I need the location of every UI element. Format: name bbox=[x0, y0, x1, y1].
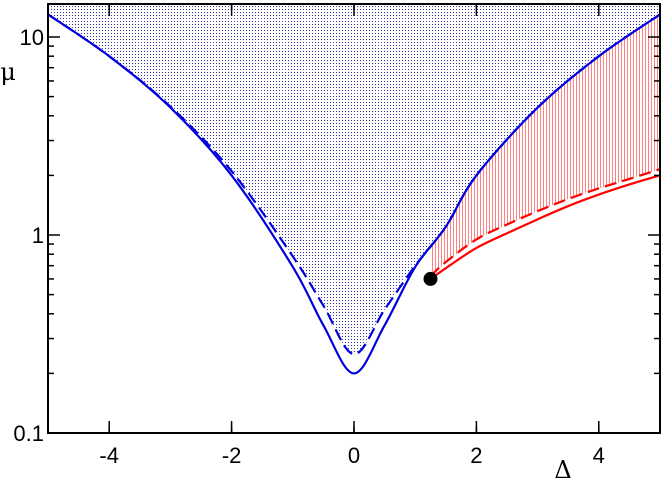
y-tick-label: 1 bbox=[32, 223, 44, 248]
blue-dashed-line bbox=[48, 13, 660, 356]
red-solid-line bbox=[429, 174, 660, 280]
x-axis-label: Δ bbox=[554, 456, 571, 483]
y-axis-label: μ bbox=[0, 58, 16, 86]
x-tick-label: -4 bbox=[99, 443, 119, 468]
tick-labels: -4 -2 0 2 4 0.1 1 10 bbox=[13, 25, 605, 468]
axis-ticks bbox=[48, 4, 660, 434]
x-tick-label: 4 bbox=[593, 443, 605, 468]
blue-shaded-region bbox=[48, 4, 660, 355]
red-dashed-line bbox=[429, 168, 660, 277]
x-tick-label: 2 bbox=[470, 443, 482, 468]
red-shaded-region bbox=[430, 14, 660, 277]
y-tick-label: 10 bbox=[20, 25, 44, 50]
x-tick-label: -2 bbox=[222, 443, 242, 468]
critical-point-marker bbox=[423, 271, 438, 286]
x-tick-label: 0 bbox=[348, 443, 360, 468]
y-tick-label: 0.1 bbox=[13, 421, 44, 446]
